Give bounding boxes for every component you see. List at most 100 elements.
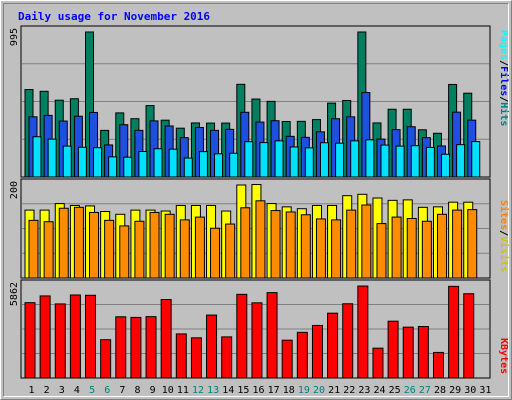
bar-sites-day-4: [73, 206, 84, 279]
bar-sites-day-6: [104, 219, 115, 279]
panel-hits-bars: [24, 31, 481, 178]
bar-kbytes-day-17: [266, 292, 278, 379]
bar-sites-day-29: [452, 209, 463, 279]
x-tick-label-13: 13: [207, 385, 219, 396]
bar-sites-day-22: [346, 209, 357, 279]
bar-kbytes-day-29: [448, 285, 460, 379]
bar-sites-day-15: [240, 207, 251, 279]
bar-sites-day-17: [270, 210, 281, 279]
frame-inner-dark: [3, 3, 509, 397]
legend-sites: Sites: [498, 200, 510, 230]
bar-pages-day-25: [395, 145, 405, 178]
bar-sites-day-27: [421, 220, 432, 279]
x-tick-label-24: 24: [374, 385, 386, 396]
bar-pages-day-5: [93, 147, 103, 178]
panel-kbytes-bars: [24, 285, 475, 379]
bar-sites-day-30: [467, 209, 478, 279]
panel-visits: 200 Sites/Visits: [9, 178, 510, 279]
x-tick-label-20: 20: [313, 385, 325, 396]
x-tick-label-11: 11: [177, 385, 189, 396]
panel-kbytes-max-label: 5862: [9, 282, 20, 306]
x-tick-label-10: 10: [162, 385, 174, 396]
bar-pages-day-24: [380, 144, 390, 178]
bar-sites-day-5: [89, 211, 100, 279]
bar-pages-day-22: [350, 140, 360, 178]
bar-sites-day-8: [134, 220, 145, 279]
legend-files: Files: [498, 66, 510, 96]
x-tick-label-16: 16: [252, 385, 264, 396]
bar-kbytes-day-8: [130, 316, 142, 379]
bar-kbytes-day-1: [24, 302, 36, 379]
x-tick-label-4: 4: [74, 385, 80, 396]
bar-pages-day-13: [214, 153, 224, 178]
x-tick-label-1: 1: [29, 385, 35, 396]
x-tick-label-12: 12: [192, 385, 204, 396]
bar-kbytes-day-24: [372, 347, 384, 379]
x-tick-label-28: 28: [434, 385, 446, 396]
bar-kbytes-day-7: [115, 316, 127, 379]
bar-sites-day-16: [255, 200, 266, 279]
bar-sites-day-11: [179, 219, 190, 279]
bar-kbytes-day-9: [145, 316, 157, 379]
bar-pages-day-29: [456, 144, 466, 178]
bar-sites-day-1: [28, 219, 39, 279]
bar-sites-day-21: [331, 219, 342, 279]
chart-title: Daily usage for November 2016: [18, 10, 210, 23]
bar-kbytes-day-23: [357, 285, 369, 379]
x-tick-label-25: 25: [389, 385, 401, 396]
panel-hits-max-label: 995: [9, 28, 20, 46]
panel-hits: 995 Pages/Files/Hits: [9, 25, 510, 178]
bar-sites-day-25: [391, 216, 402, 279]
bar-sites-day-20: [315, 218, 326, 279]
bar-kbytes-day-22: [342, 303, 354, 379]
x-tick-label-3: 3: [59, 385, 65, 396]
x-tick-label-19: 19: [298, 385, 310, 396]
bar-pages-day-6: [108, 156, 118, 178]
x-tick-label-15: 15: [237, 385, 249, 396]
bar-kbytes-day-12: [190, 337, 202, 379]
bar-pages-day-14: [229, 152, 239, 178]
bar-kbytes-day-21: [327, 312, 339, 379]
panel-visits-legend: Sites/Visits: [498, 200, 510, 272]
x-tick-label-5: 5: [89, 385, 95, 396]
bar-pages-day-30: [471, 141, 481, 178]
bar-sites-day-14: [225, 223, 236, 279]
bar-kbytes-day-11: [175, 333, 187, 379]
bar-kbytes-day-15: [236, 293, 248, 379]
bar-pages-day-20: [319, 142, 329, 178]
bar-pages-day-28: [440, 153, 450, 178]
x-tick-label-26: 26: [404, 385, 416, 396]
legend-visits: Visits: [498, 236, 510, 272]
x-tick-label-8: 8: [134, 385, 140, 396]
bar-sites-day-12: [194, 216, 205, 279]
bar-kbytes-day-25: [387, 320, 399, 379]
x-axis-labels: 1 2 3 4 5 6 7 8 9 10 11 12 13 14 15 16 17 18 19 20 21 22 23 24 2…: [29, 385, 492, 396]
bar-kbytes-day-5: [85, 294, 97, 379]
panel-hits-legend: Pages/Files/Hits: [498, 30, 510, 126]
bar-sites-day-19: [300, 214, 311, 279]
x-tick-label-30: 30: [464, 385, 476, 396]
bar-pages-day-15: [244, 141, 254, 178]
bar-kbytes-day-4: [69, 294, 81, 379]
bar-kbytes-day-14: [221, 336, 233, 379]
bar-kbytes-day-26: [402, 326, 414, 379]
x-tick-label-7: 7: [119, 385, 125, 396]
bar-pages-day-19: [304, 147, 314, 178]
bar-pages-day-2: [47, 138, 57, 178]
bar-kbytes-day-16: [251, 302, 263, 379]
panel-kbytes-legend: KBytes: [498, 338, 509, 374]
bar-pages-day-7: [123, 156, 133, 178]
x-tick-label-17: 17: [268, 385, 280, 396]
x-tick-label-9: 9: [150, 385, 156, 396]
legend-separator: /: [498, 60, 509, 66]
legend-pages: Pages: [498, 30, 509, 60]
bar-kbytes-day-6: [100, 339, 112, 379]
bar-pages-day-1: [32, 136, 42, 178]
bar-sites-day-24: [376, 223, 387, 279]
x-tick-label-22: 22: [343, 385, 355, 396]
bar-pages-day-4: [77, 146, 87, 178]
bar-kbytes-day-30: [463, 293, 475, 379]
bar-pages-day-9: [153, 148, 163, 178]
